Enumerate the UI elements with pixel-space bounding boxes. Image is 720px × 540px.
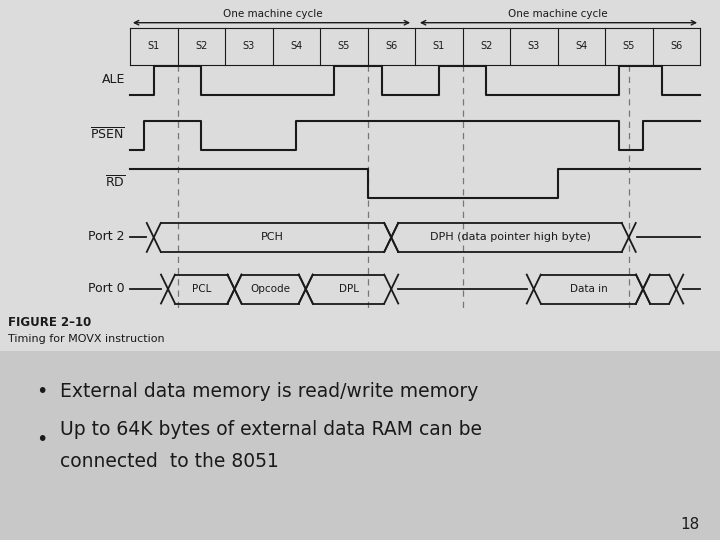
Text: Port 2: Port 2	[89, 230, 125, 243]
Text: Opcode: Opcode	[250, 284, 290, 294]
Text: ALE: ALE	[102, 73, 125, 86]
Text: S3: S3	[528, 42, 540, 51]
Text: S3: S3	[243, 42, 255, 51]
Text: PCL: PCL	[192, 284, 211, 294]
Text: Data in: Data in	[570, 284, 607, 294]
Text: DPL: DPL	[338, 284, 359, 294]
Text: External data memory is read/write memory: External data memory is read/write memor…	[60, 382, 478, 401]
Text: S1: S1	[148, 42, 160, 51]
Text: Timing for MOVX instruction: Timing for MOVX instruction	[8, 334, 165, 343]
Text: Port 0: Port 0	[89, 281, 125, 294]
Text: DPH (data pointer high byte): DPH (data pointer high byte)	[430, 232, 590, 242]
Text: S1: S1	[433, 42, 445, 51]
Text: S4: S4	[575, 42, 588, 51]
Text: •: •	[36, 430, 48, 449]
Text: One machine cycle: One machine cycle	[508, 9, 607, 18]
Text: S6: S6	[385, 42, 397, 51]
Text: S6: S6	[670, 42, 683, 51]
Text: S2: S2	[195, 42, 207, 51]
Text: FIGURE 2–10: FIGURE 2–10	[8, 315, 91, 329]
Text: •: •	[36, 382, 48, 401]
Text: $\overline{\mathrm{PSEN}}$: $\overline{\mathrm{PSEN}}$	[90, 126, 125, 142]
Text: Up to 64K bytes of external data RAM can be: Up to 64K bytes of external data RAM can…	[60, 420, 482, 439]
Text: 18: 18	[680, 517, 700, 532]
Text: connected  to the 8051: connected to the 8051	[60, 453, 279, 471]
Text: S5: S5	[623, 42, 635, 51]
Text: S4: S4	[290, 42, 302, 51]
Text: One machine cycle: One machine cycle	[222, 9, 323, 18]
Text: S2: S2	[480, 42, 492, 51]
Text: $\overline{\mathrm{RD}}$: $\overline{\mathrm{RD}}$	[104, 175, 125, 191]
Text: PCH: PCH	[261, 232, 284, 242]
Text: S5: S5	[338, 42, 350, 51]
